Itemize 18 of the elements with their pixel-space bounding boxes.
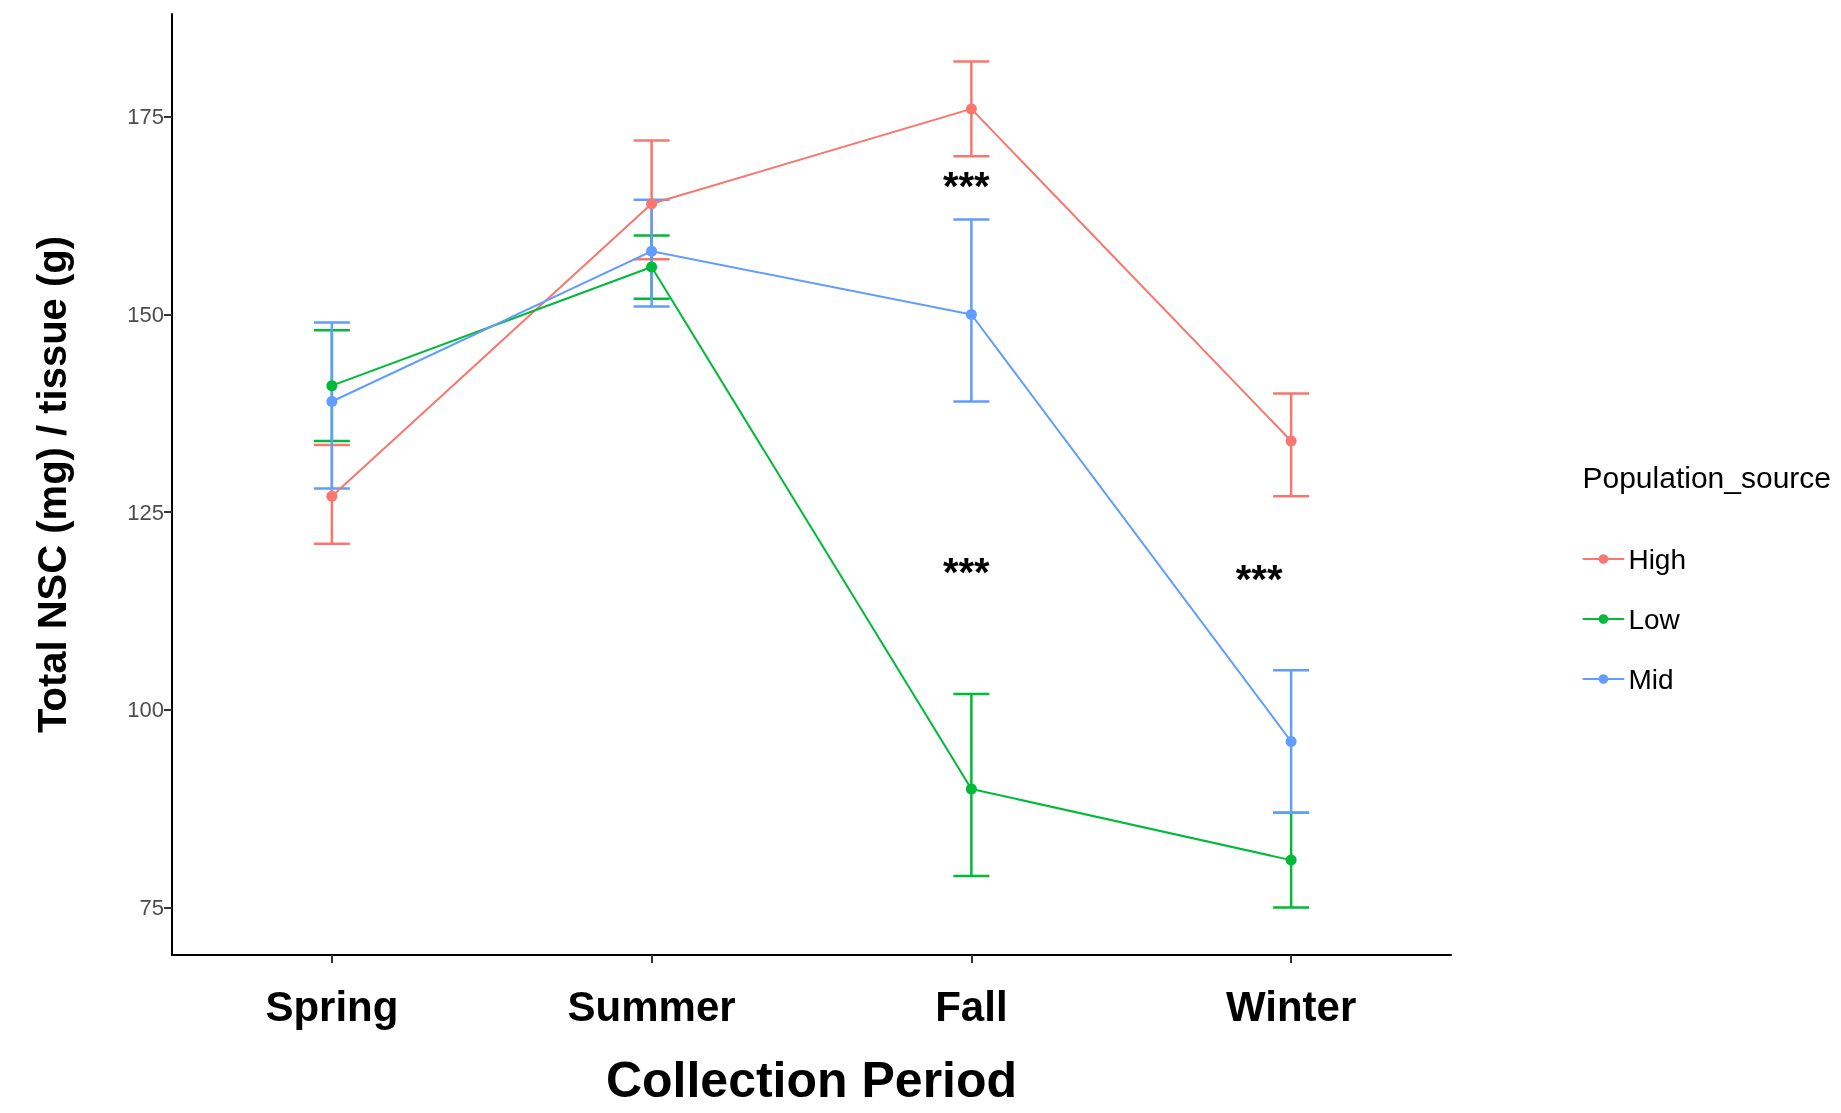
y-tick-label: 100 xyxy=(127,697,164,723)
x-tick-label: Summer xyxy=(567,982,736,1030)
x-tick-label: Fall xyxy=(935,982,1008,1030)
y-tick-label: 175 xyxy=(127,104,164,130)
legend-label: Low xyxy=(1628,603,1681,635)
y-tick-label: 75 xyxy=(139,895,164,921)
y-tick-label: 150 xyxy=(127,301,164,327)
annotation: *** xyxy=(1235,556,1283,601)
y-tick-label: 125 xyxy=(127,499,164,525)
annotation: *** xyxy=(942,164,991,209)
annotation: *** xyxy=(942,550,991,595)
legend-title: Population_source xyxy=(1582,460,1831,494)
x-axis-title: Collection Period xyxy=(605,1052,1018,1108)
x-tick-label: Winter xyxy=(1225,982,1357,1030)
x-tick-label: Spring xyxy=(265,982,399,1030)
legend-label: Mid xyxy=(1628,663,1674,695)
y-axis-title: Total NSC (mg) / tissue (g) xyxy=(30,235,74,734)
legend-label: High xyxy=(1628,543,1687,575)
